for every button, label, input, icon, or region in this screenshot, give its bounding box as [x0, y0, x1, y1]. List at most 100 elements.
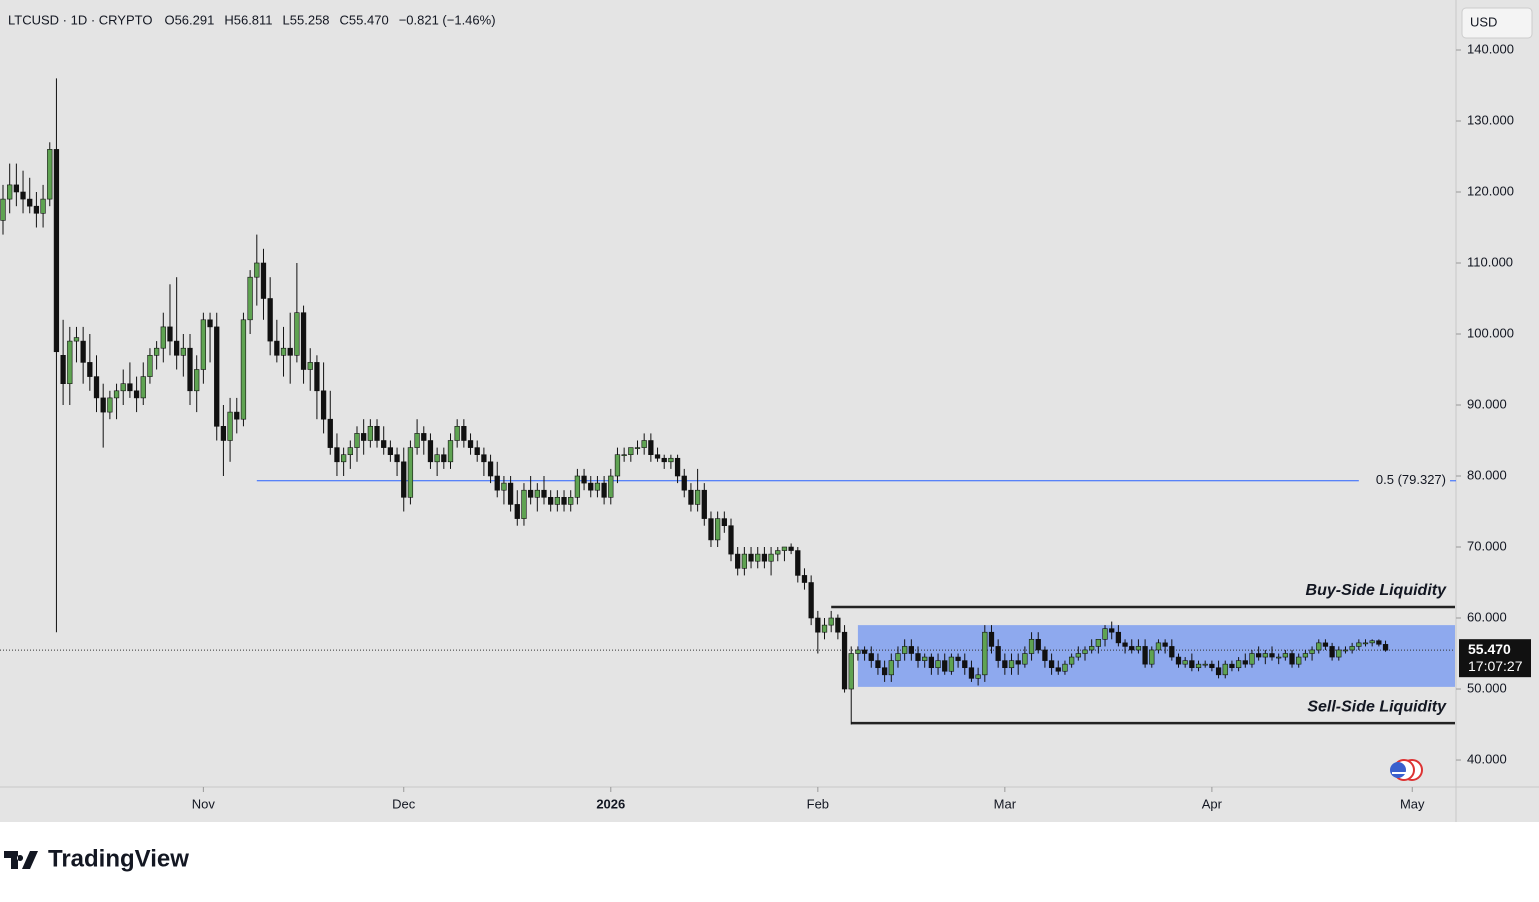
- candle-body: [300, 312, 307, 370]
- candle-body: [347, 447, 353, 456]
- candle-body: [875, 660, 881, 669]
- candle-body: [761, 553, 768, 562]
- candle-body: [1235, 660, 1242, 669]
- candle-body: [100, 397, 106, 413]
- candle-body: [87, 362, 93, 377]
- x-tick-label: Mar: [994, 796, 1017, 811]
- candle-body: [274, 340, 280, 356]
- candle-body: [861, 649, 868, 654]
- ohlc-label: C55.470: [340, 12, 389, 27]
- candle-body: [808, 582, 814, 619]
- candle-body: [1382, 644, 1389, 651]
- candle-body: [214, 326, 220, 427]
- candle-body: [848, 653, 854, 690]
- candle-body: [13, 184, 20, 193]
- candle-body: [768, 553, 774, 562]
- candle-body: [694, 489, 701, 505]
- candle-body: [1142, 646, 1148, 665]
- candle-body: [1329, 646, 1335, 658]
- candle-body: [541, 489, 547, 498]
- candle-body: [187, 347, 193, 392]
- candle-body: [1015, 660, 1021, 665]
- candle-body: [821, 624, 828, 633]
- candle-body: [461, 426, 467, 441]
- candle-body: [728, 525, 734, 555]
- y-tick-label: 130.000: [1467, 112, 1514, 127]
- candle-body: [1356, 642, 1362, 647]
- y-tick-label: 100.000: [1467, 325, 1514, 340]
- candle-body: [1002, 660, 1008, 669]
- candle-body: [775, 550, 781, 555]
- candle-body: [795, 550, 801, 576]
- candle-body: [381, 440, 387, 448]
- candle-body: [1135, 646, 1142, 651]
- candle-body: [414, 433, 420, 448]
- candle-body: [0, 198, 6, 221]
- candle-body: [968, 667, 975, 679]
- candle-body: [454, 426, 460, 441]
- candle-body: [1102, 628, 1108, 640]
- candle-body: [1202, 663, 1208, 666]
- candle-body: [1309, 649, 1315, 654]
- x-tick-label: Feb: [807, 796, 829, 811]
- candle-body: [688, 489, 694, 505]
- candle-body: [447, 440, 454, 463]
- y-tick-label: 140.000: [1467, 41, 1514, 56]
- range-zone: [857, 625, 1455, 687]
- candle-body: [708, 518, 714, 541]
- candle-body: [280, 347, 287, 356]
- y-tick-label: 120.000: [1467, 183, 1514, 198]
- candle-body: [127, 383, 133, 392]
- candle-body: [982, 631, 988, 676]
- candle-body: [427, 440, 434, 463]
- candle-body: [167, 326, 173, 342]
- candle-body: [715, 518, 721, 541]
- candle-body: [481, 454, 487, 463]
- candle-body: [153, 347, 160, 356]
- candle-body: [207, 319, 213, 328]
- last-price-box: [1459, 639, 1531, 678]
- candle-body: [908, 646, 914, 654]
- candle-body: [568, 497, 574, 505]
- candle-body: [748, 553, 754, 562]
- candle-body: [174, 340, 180, 356]
- candle-body: [387, 447, 394, 456]
- candle-body: [1175, 656, 1182, 665]
- y-tick-label: 60.000: [1467, 609, 1507, 624]
- candle-body: [227, 411, 233, 441]
- candle-body: [1376, 640, 1382, 645]
- candle-body: [1089, 646, 1095, 651]
- candle-body: [922, 656, 928, 661]
- candle-body: [788, 546, 794, 551]
- candle-body: [327, 418, 333, 448]
- fib-label: 0.5 (79.327): [1376, 472, 1446, 487]
- candle-body: [1028, 639, 1035, 654]
- candle-body: [507, 482, 514, 505]
- candle-body: [120, 383, 126, 392]
- candle-body: [1155, 642, 1162, 651]
- candle-body: [601, 482, 607, 498]
- candle-body: [254, 262, 260, 278]
- currency-box[interactable]: [1461, 7, 1533, 39]
- candle-body: [1256, 653, 1262, 658]
- candle-body: [60, 355, 66, 385]
- candle-body: [267, 298, 273, 342]
- candle-body: [7, 184, 13, 200]
- candle-body: [287, 347, 293, 356]
- symbol: LTCUSD · 1D · CRYPTO: [8, 12, 152, 27]
- candle-body: [1162, 642, 1168, 647]
- candle-body: [561, 497, 567, 505]
- candle-body: [107, 397, 113, 413]
- candle-body: [20, 191, 26, 200]
- candle-body: [528, 489, 534, 498]
- candle-body: [133, 390, 140, 399]
- candle-body: [628, 447, 634, 456]
- candle-body: [701, 489, 707, 519]
- y-tick-label: 50.000: [1467, 680, 1507, 695]
- candle-body: [681, 475, 687, 491]
- candle-body: [648, 440, 654, 456]
- candle-body: [1336, 649, 1342, 658]
- candle-body: [828, 617, 834, 626]
- candle-body: [1008, 660, 1015, 669]
- candle-body: [394, 454, 400, 463]
